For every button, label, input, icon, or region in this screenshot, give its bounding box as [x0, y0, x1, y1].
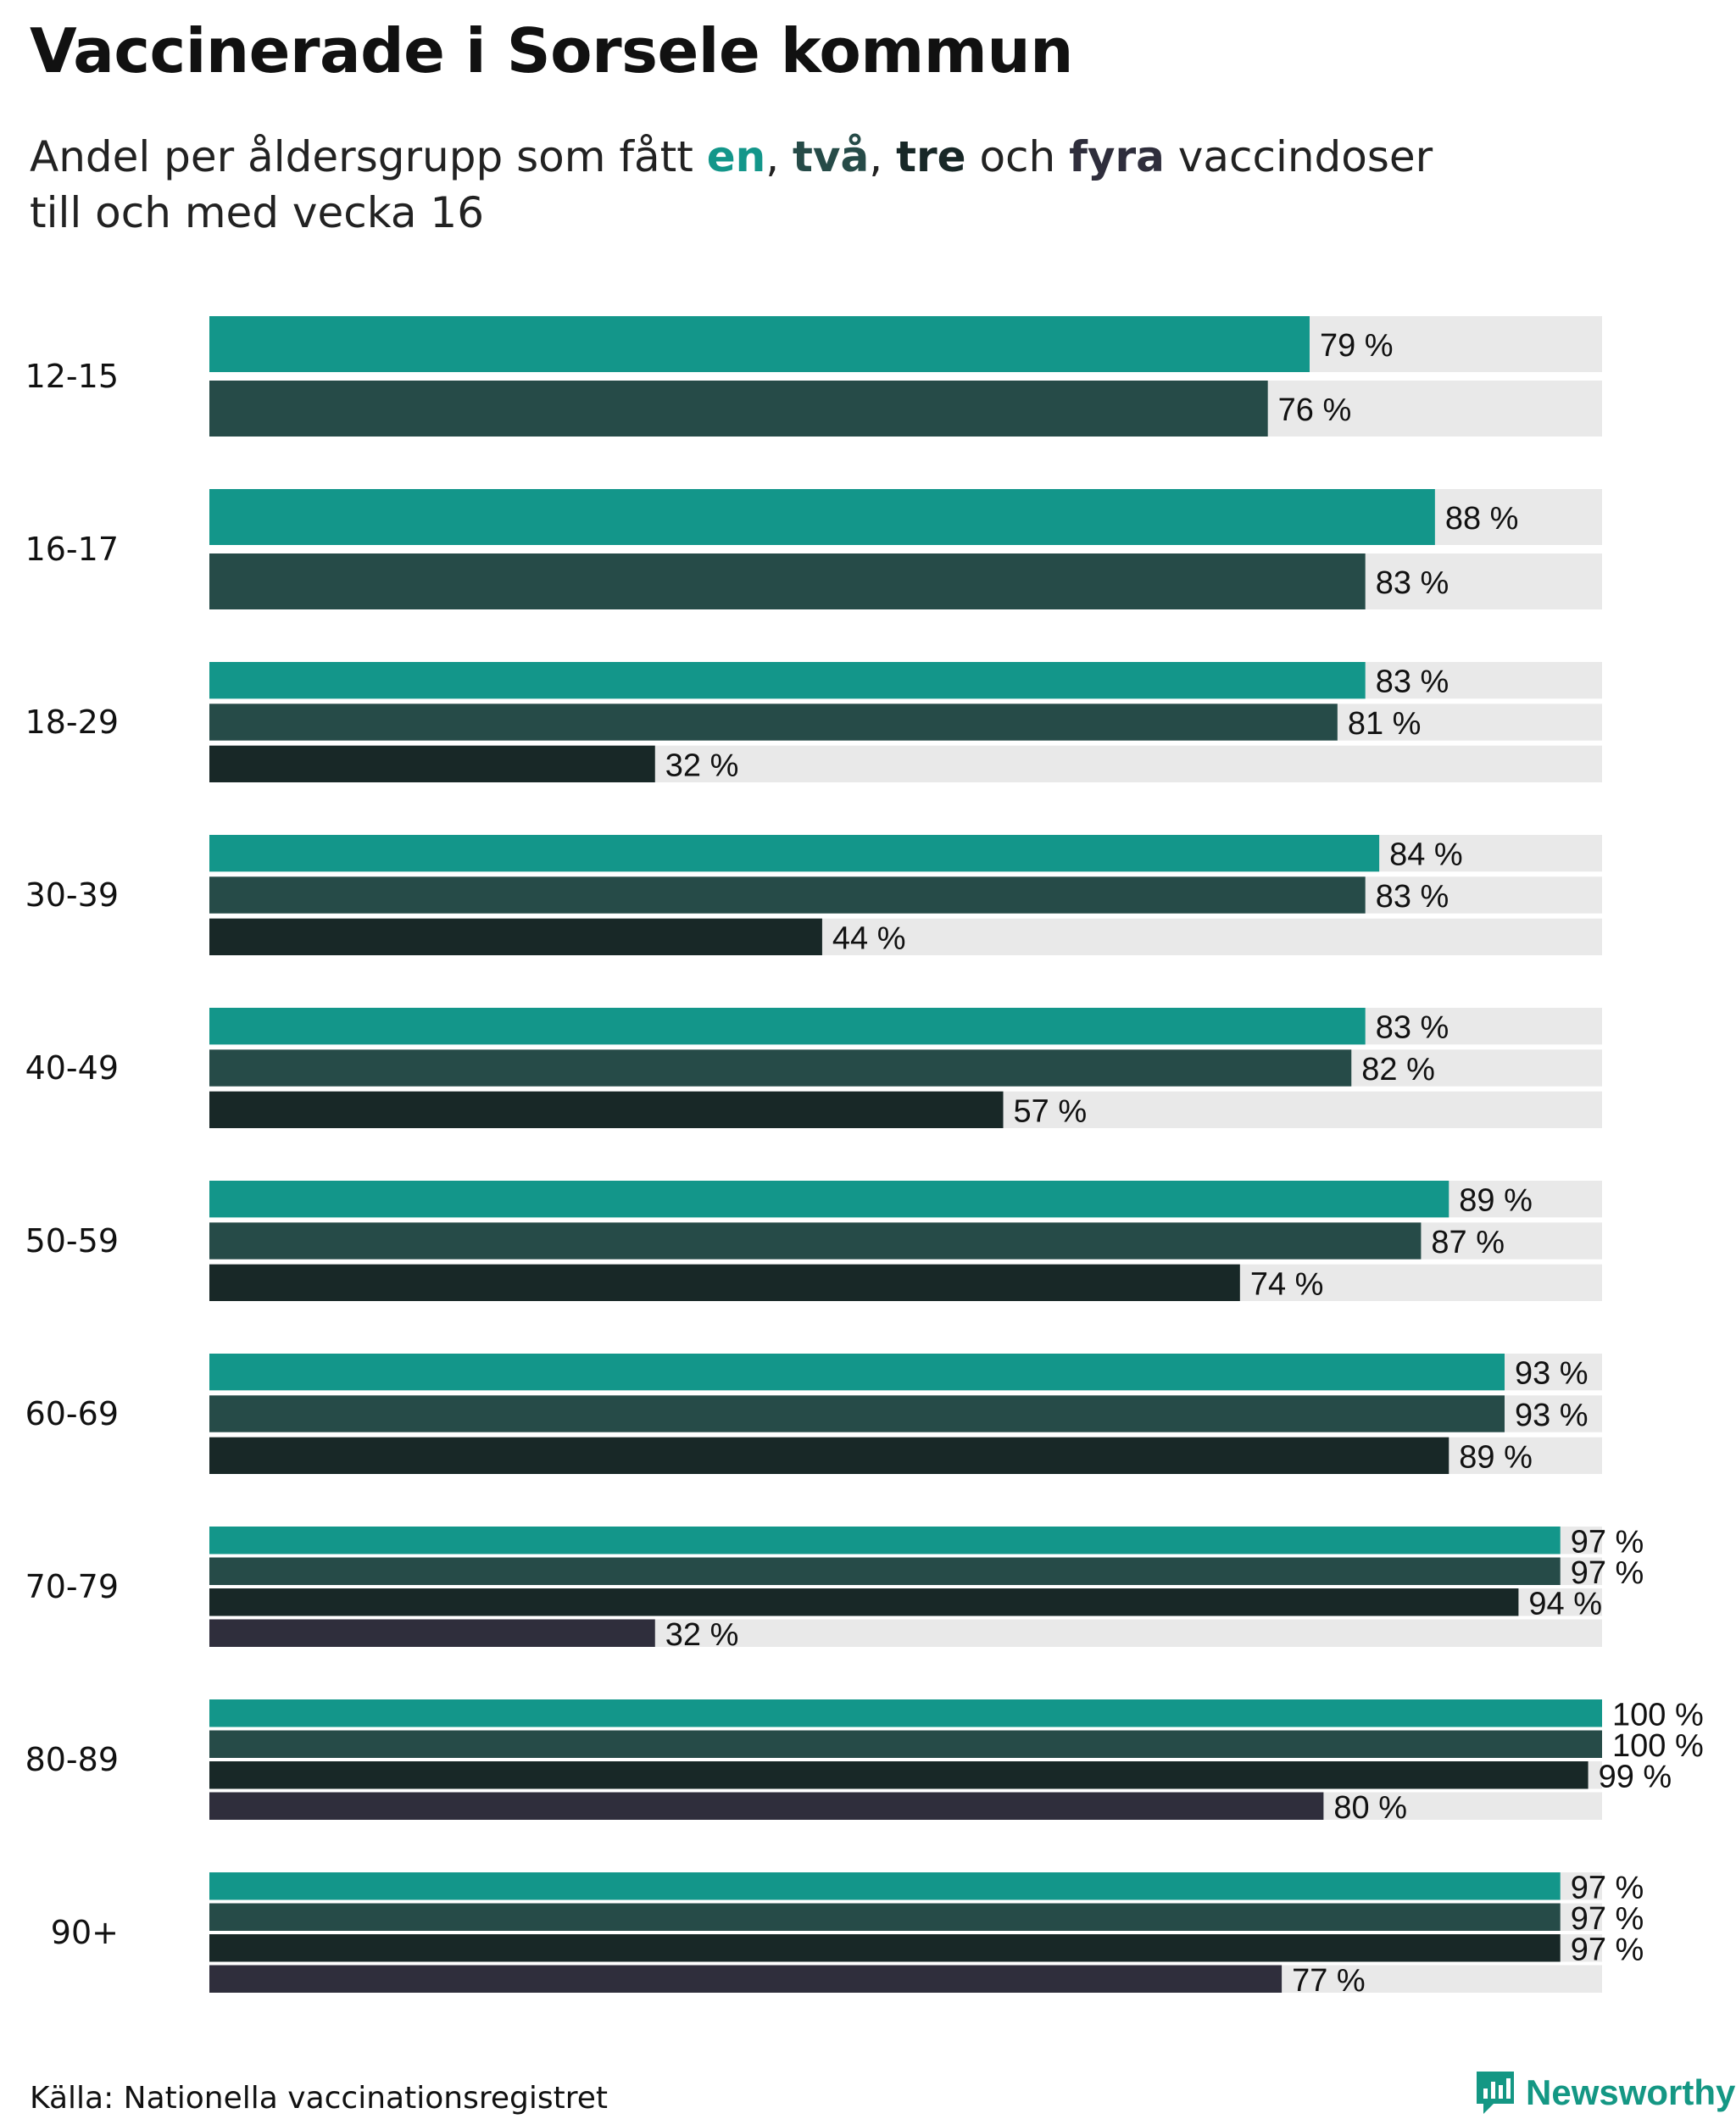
bar-value-label: 79 % — [1320, 328, 1394, 364]
bar-value-label: 84 % — [1389, 837, 1463, 873]
bar-fyra — [209, 1965, 1283, 1993]
bar-två — [209, 553, 1366, 609]
newsworthy-logo-icon — [1477, 2072, 1514, 2114]
bar-tre — [209, 1934, 1561, 1962]
bar-två — [209, 704, 1338, 741]
subtitle-sep-1: , — [765, 132, 793, 181]
bar-value-label: 81 % — [1348, 706, 1422, 742]
bar-fyra — [209, 1792, 1324, 1820]
bar-en — [209, 1872, 1561, 1900]
source-note: Källa: Nationella vaccinationsregistret — [30, 2081, 608, 2116]
age-group-label: 30-39 — [25, 876, 119, 914]
bar-value-label: 88 % — [1445, 501, 1519, 537]
bar-tre — [209, 1588, 1519, 1616]
bar-två — [209, 1395, 1505, 1432]
bar-en — [209, 1181, 1449, 1218]
bar-en — [209, 662, 1366, 699]
bar-tre — [209, 1437, 1449, 1474]
bar-value-label: 44 % — [832, 920, 906, 956]
bar-tre — [209, 745, 655, 782]
bar-value-label: 82 % — [1361, 1052, 1435, 1087]
age-group-label: 80-89 — [25, 1741, 119, 1778]
bar-två — [209, 381, 1268, 437]
bar-value-label: 32 % — [665, 748, 739, 783]
bar-tre — [209, 1264, 1240, 1301]
bar-value-label: 89 % — [1459, 1439, 1533, 1475]
bar-value-label: 77 % — [1292, 1963, 1366, 1999]
age-group-label: 60-69 — [25, 1395, 119, 1432]
bar-value-label: 97 % — [1571, 1901, 1644, 1937]
bar-en — [209, 316, 1310, 372]
bar-value-label: 93 % — [1515, 1356, 1589, 1392]
bar-två — [209, 876, 1366, 914]
legend-dose-3: tre — [896, 132, 966, 181]
bar-en — [209, 1699, 1602, 1727]
subtitle-prefix: Andel per åldersgrupp som fått — [30, 132, 707, 181]
subtitle-line-1: Andel per åldersgrupp som fått en, två, … — [30, 129, 1640, 185]
bar-value-label: 97 % — [1571, 1555, 1644, 1591]
bar-tre — [209, 918, 822, 955]
bar-value-label: 83 % — [1376, 565, 1449, 601]
legend-dose-4: fyra — [1069, 132, 1165, 181]
legend-dose-1: en — [706, 132, 766, 181]
bar-value-label: 57 % — [1014, 1093, 1088, 1129]
bar-value-label: 97 % — [1571, 1932, 1644, 1967]
age-group-label: 18-29 — [25, 704, 119, 741]
bar-value-label: 97 % — [1571, 1524, 1644, 1560]
bar-en — [209, 835, 1380, 872]
bar-två — [209, 1222, 1422, 1260]
bar-fyra — [209, 1619, 655, 1647]
bar-value-label: 87 % — [1431, 1225, 1505, 1260]
subtitle-sep-2: , — [869, 132, 897, 181]
subtitle-och: och — [965, 132, 1070, 181]
bar-tre — [209, 1761, 1589, 1789]
chart-subtitle: Andel per åldersgrupp som fått en, två, … — [30, 129, 1640, 241]
bar-value-label: 76 % — [1278, 392, 1352, 428]
bar-två — [209, 1557, 1561, 1585]
bar-value-label: 100 % — [1612, 1697, 1704, 1732]
bar-value-label: 83 % — [1376, 1010, 1449, 1046]
bar-tre — [209, 1091, 1004, 1128]
bar-value-label: 83 % — [1376, 665, 1449, 700]
bar-två — [209, 1903, 1561, 1931]
age-group-label: 90+ — [51, 1914, 119, 1951]
subtitle-line-2: till och med vecka 16 — [30, 188, 485, 237]
bar-value-label: 89 % — [1459, 1183, 1533, 1219]
bar-en — [209, 489, 1435, 545]
age-group-label: 50-59 — [25, 1222, 119, 1260]
bar-value-label: 93 % — [1515, 1398, 1589, 1433]
bar-value-label: 97 % — [1571, 1870, 1644, 1905]
bar-value-label: 74 % — [1250, 1266, 1324, 1302]
bar-value-label: 80 % — [1333, 1790, 1407, 1826]
bar-en — [209, 1527, 1561, 1554]
age-group-label: 16-17 — [25, 531, 119, 568]
bar-en — [209, 1354, 1505, 1391]
bar-två — [209, 1049, 1352, 1087]
bar-två — [209, 1730, 1602, 1758]
age-group-label: 40-49 — [25, 1049, 119, 1087]
bar-value-label: 100 % — [1612, 1728, 1704, 1764]
bar-value-label: 32 % — [665, 1617, 739, 1653]
newsworthy-logo: Newsworthy — [1475, 2070, 1735, 2116]
chart-title: Vaccinerade i Sorsele kommun — [30, 15, 1073, 86]
logo-text: Newsworthy — [1526, 2072, 1736, 2112]
bar-chart: 12-15 79 % 76 % 16-17 88 % 83 % 18-29 83 % 81 % 3… — [25, 316, 1704, 1999]
age-group-label: 70-79 — [25, 1568, 119, 1605]
bar-en — [209, 1008, 1366, 1045]
legend-dose-2: två — [793, 132, 870, 181]
bar-value-label: 94 % — [1528, 1586, 1602, 1621]
subtitle-suffix: vaccindoser — [1164, 132, 1433, 181]
age-group-label: 12-15 — [25, 358, 119, 395]
bar-value-label: 99 % — [1599, 1759, 1672, 1794]
bar-value-label: 83 % — [1376, 879, 1449, 915]
